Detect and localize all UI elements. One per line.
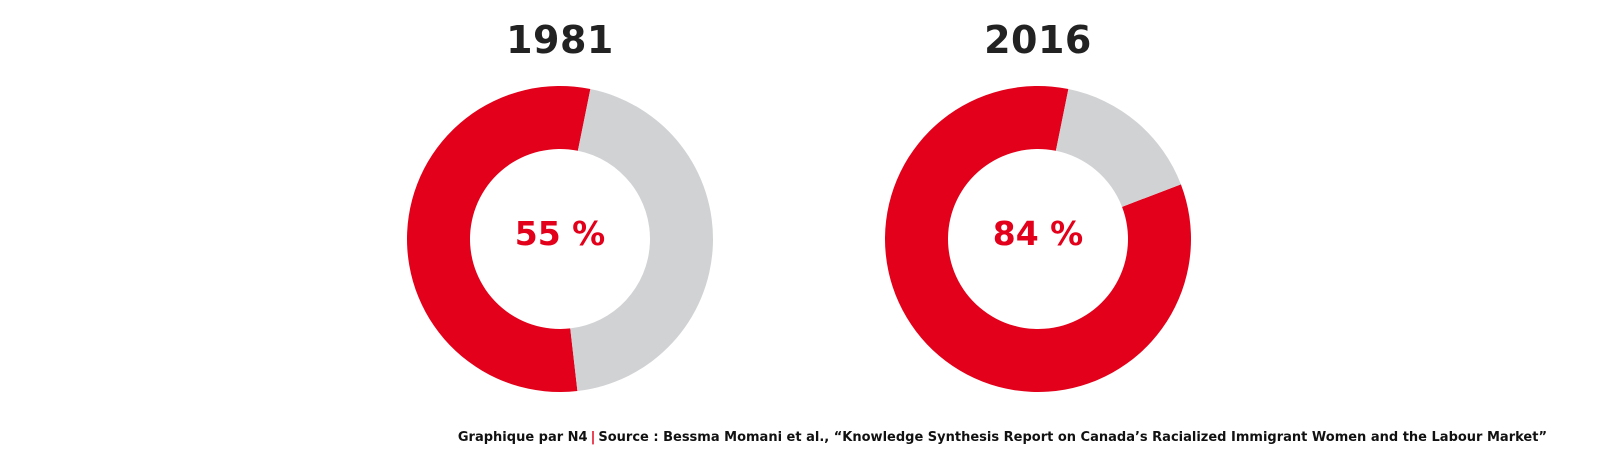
center-percentage-label: 55 % [514, 214, 606, 253]
donut-chart-1981: 1981 55 % [405, 0, 715, 467]
slice-highlight [885, 85, 1191, 392]
donut-ring [407, 86, 713, 393]
slice-rest [1055, 89, 1181, 207]
slice-highlight [407, 86, 591, 393]
source-text: Source : Bessma Momani et al., “Knowledg… [598, 430, 1547, 445]
center-percentage-label: 84 % [992, 214, 1084, 253]
credit-text: Graphique par N4 [457, 430, 588, 445]
chart-title: 2016 [984, 18, 1092, 62]
chart-title: 1981 [506, 18, 614, 62]
source-footer: Graphique par N4 | Source : Bessma Momani … [458, 430, 1547, 445]
separator: | [590, 430, 596, 445]
donut-ring [885, 85, 1191, 392]
slice-rest [570, 89, 713, 392]
donut-chart-2016: 2016 84 % [883, 0, 1193, 467]
